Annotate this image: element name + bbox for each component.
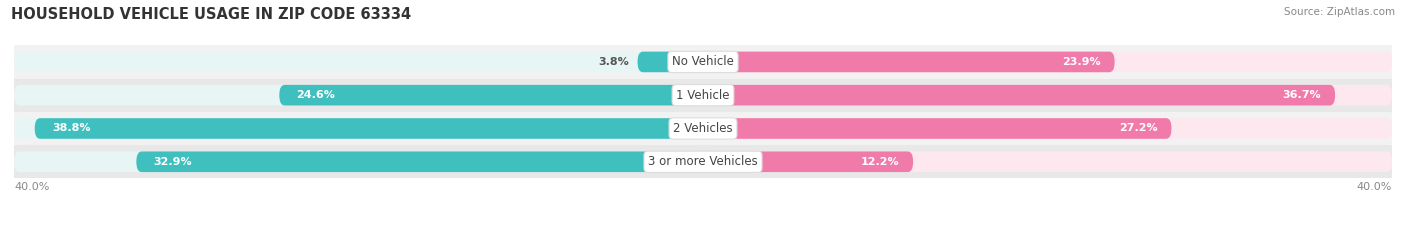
Text: 40.0%: 40.0% [14, 182, 49, 192]
FancyBboxPatch shape [280, 85, 703, 106]
Text: HOUSEHOLD VEHICLE USAGE IN ZIP CODE 63334: HOUSEHOLD VEHICLE USAGE IN ZIP CODE 6333… [11, 7, 412, 22]
Text: 32.9%: 32.9% [153, 157, 193, 167]
Bar [14, 45, 1392, 79]
Bar [14, 79, 1392, 112]
Text: 23.9%: 23.9% [1063, 57, 1101, 67]
FancyBboxPatch shape [14, 85, 703, 106]
Text: 3.8%: 3.8% [598, 57, 628, 67]
Text: 2 Vehicles: 2 Vehicles [673, 122, 733, 135]
Text: 3 or more Vehicles: 3 or more Vehicles [648, 155, 758, 168]
Text: 38.8%: 38.8% [52, 123, 90, 134]
FancyBboxPatch shape [703, 118, 1392, 139]
FancyBboxPatch shape [14, 151, 703, 172]
FancyBboxPatch shape [637, 51, 703, 72]
FancyBboxPatch shape [703, 51, 1392, 72]
Text: No Vehicle: No Vehicle [672, 55, 734, 69]
Text: 40.0%: 40.0% [1357, 182, 1392, 192]
Text: 12.2%: 12.2% [860, 157, 900, 167]
Text: 24.6%: 24.6% [297, 90, 336, 100]
FancyBboxPatch shape [703, 151, 912, 172]
Bar [14, 145, 1392, 178]
FancyBboxPatch shape [35, 118, 703, 139]
Bar [14, 112, 1392, 145]
Text: 1 Vehicle: 1 Vehicle [676, 89, 730, 102]
FancyBboxPatch shape [703, 85, 1392, 106]
Text: Source: ZipAtlas.com: Source: ZipAtlas.com [1284, 7, 1395, 17]
FancyBboxPatch shape [136, 151, 703, 172]
FancyBboxPatch shape [703, 151, 1392, 172]
FancyBboxPatch shape [703, 85, 1336, 106]
FancyBboxPatch shape [703, 51, 1115, 72]
FancyBboxPatch shape [14, 51, 703, 72]
FancyBboxPatch shape [14, 118, 703, 139]
FancyBboxPatch shape [703, 118, 1171, 139]
Text: 27.2%: 27.2% [1119, 123, 1157, 134]
Text: 36.7%: 36.7% [1282, 90, 1322, 100]
